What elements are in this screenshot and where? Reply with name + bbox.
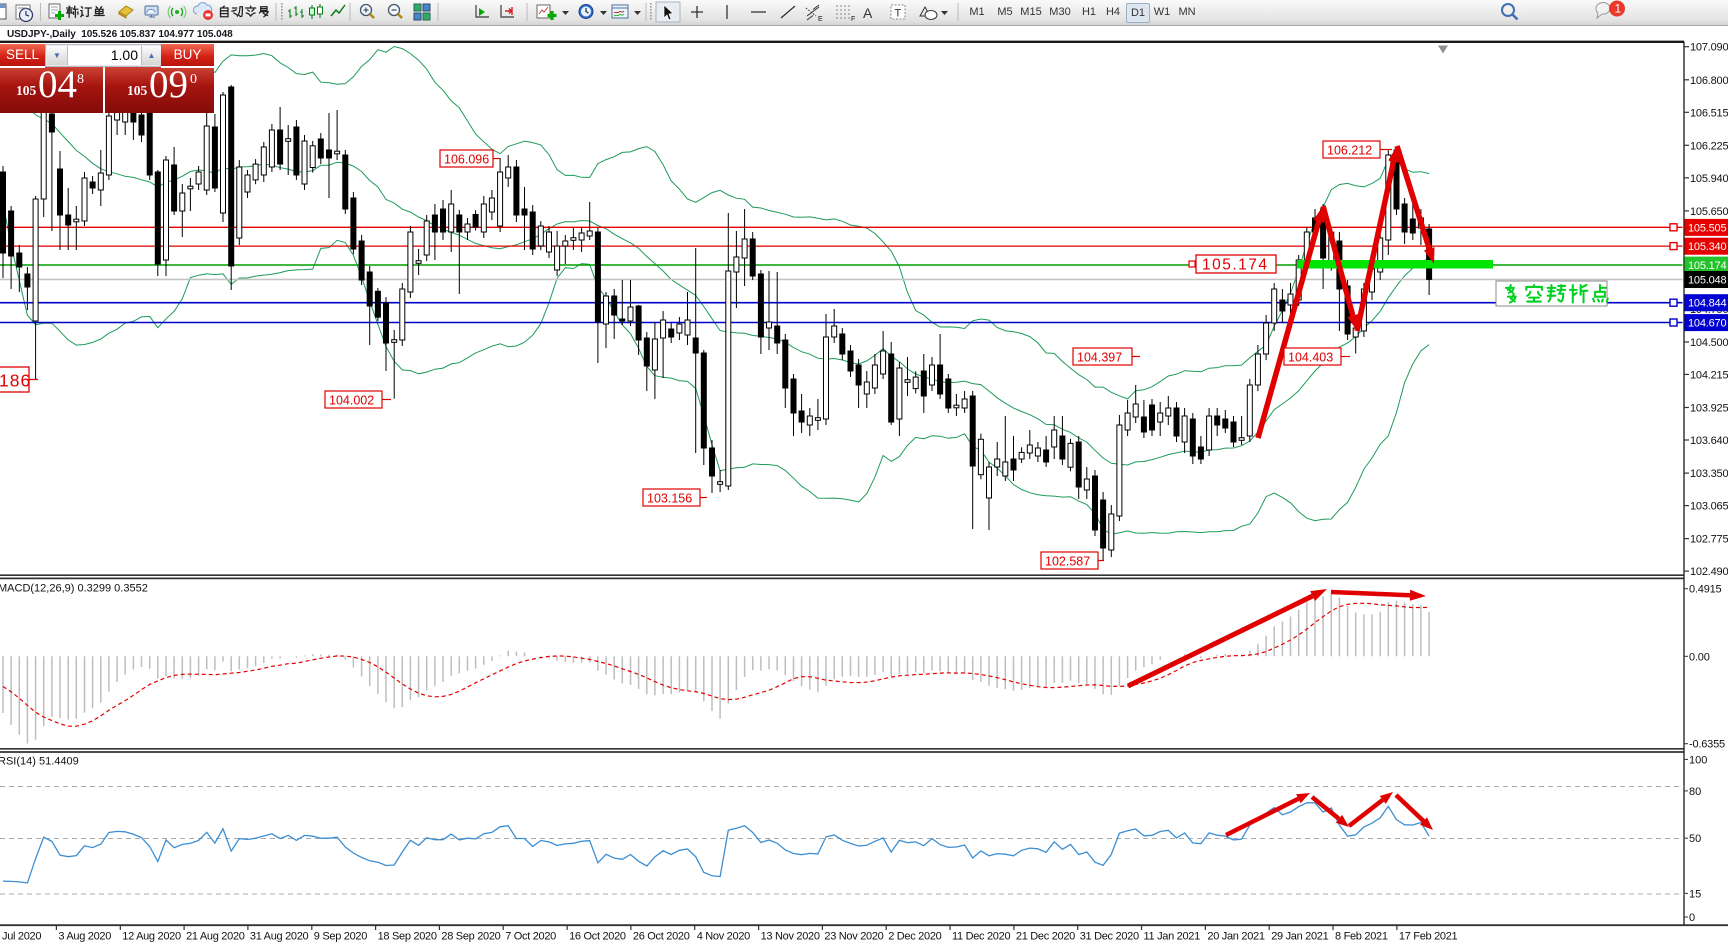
svg-text:18 Sep 2020: 18 Sep 2020 [378, 931, 437, 943]
svg-text:12 Aug 2020: 12 Aug 2020 [122, 931, 181, 943]
svg-text:2 Dec 2020: 2 Dec 2020 [888, 931, 941, 943]
svg-text:29 Jan 2021: 29 Jan 2021 [1271, 931, 1328, 943]
svg-text:105.174: 105.174 [1202, 257, 1269, 274]
svg-text:RSI(14) 51.4409: RSI(14) 51.4409 [0, 756, 79, 768]
svg-text:-0.6355: -0.6355 [1689, 739, 1725, 751]
svg-text:106.225: 106.225 [1690, 140, 1728, 152]
svg-text:106.096: 106.096 [444, 153, 489, 167]
svg-text:103.350: 103.350 [1690, 468, 1728, 480]
svg-text:103.640: 103.640 [1690, 435, 1728, 447]
svg-text:106.212: 106.212 [1327, 144, 1372, 158]
svg-text:105.650: 105.650 [1690, 206, 1728, 218]
svg-text:102.775: 102.775 [1690, 534, 1728, 546]
svg-text:186: 186 [0, 371, 31, 391]
svg-text:4 Nov 2020: 4 Nov 2020 [697, 931, 750, 943]
svg-text:105.940: 105.940 [1690, 173, 1728, 185]
svg-text:8 Feb 2021: 8 Feb 2021 [1335, 931, 1388, 943]
svg-text:104.403: 104.403 [1288, 351, 1333, 365]
svg-text:17 Feb 2021: 17 Feb 2021 [1399, 931, 1458, 943]
svg-text:28 Sep 2020: 28 Sep 2020 [441, 931, 500, 943]
svg-text:15: 15 [1689, 888, 1701, 900]
svg-text:3 Aug 2020: 3 Aug 2020 [58, 931, 111, 943]
svg-text:0.4915: 0.4915 [1689, 584, 1722, 596]
svg-text:104.844: 104.844 [1688, 298, 1726, 310]
svg-text:9 Sep 2020: 9 Sep 2020 [314, 931, 367, 943]
svg-text:31 Dec 2020: 31 Dec 2020 [1080, 931, 1139, 943]
svg-text:105.174: 105.174 [1688, 260, 1726, 272]
svg-text:106.515: 106.515 [1690, 107, 1728, 119]
svg-text:16 Oct 2020: 16 Oct 2020 [569, 931, 626, 943]
svg-text:T: T [895, 8, 902, 20]
svg-text:105.048: 105.048 [1688, 275, 1726, 287]
svg-text:1: 1 [1615, 2, 1622, 16]
svg-text:103.925: 103.925 [1690, 403, 1728, 415]
svg-text:50: 50 [1689, 833, 1701, 845]
svg-text:7 Oct 2020: 7 Oct 2020 [505, 931, 556, 943]
svg-text:102.490: 102.490 [1690, 566, 1728, 578]
svg-text:104.397: 104.397 [1077, 351, 1122, 365]
svg-text:MACD(12,26,9) 0.3299 0.3552: MACD(12,26,9) 0.3299 0.3552 [0, 583, 148, 595]
svg-text:105.340: 105.340 [1688, 241, 1726, 253]
svg-text:11 Jan 2021: 11 Jan 2021 [1144, 931, 1201, 943]
svg-text:31 Aug 2020: 31 Aug 2020 [250, 931, 309, 943]
svg-text:104.002: 104.002 [329, 394, 374, 408]
svg-text:104.215: 104.215 [1690, 369, 1728, 381]
svg-text:104.500: 104.500 [1690, 337, 1728, 349]
svg-text:E: E [818, 16, 823, 23]
svg-text:20 Jan 2021: 20 Jan 2021 [1207, 931, 1264, 943]
svg-text:104.670: 104.670 [1688, 318, 1726, 330]
svg-text:0.00: 0.00 [1689, 651, 1710, 663]
svg-text:13 Nov 2020: 13 Nov 2020 [761, 931, 820, 943]
svg-text:106.800: 106.800 [1690, 75, 1728, 87]
svg-text:11 Dec 2020: 11 Dec 2020 [952, 931, 1010, 943]
svg-text:100: 100 [1689, 754, 1707, 766]
svg-text:F: F [851, 16, 855, 23]
svg-text:105.505: 105.505 [1688, 222, 1726, 234]
svg-text:Jul 2020: Jul 2020 [2, 931, 41, 943]
svg-text:103.065: 103.065 [1690, 501, 1728, 513]
svg-text:A: A [863, 5, 873, 21]
svg-text:103.156: 103.156 [647, 492, 692, 506]
svg-text:21 Aug 2020: 21 Aug 2020 [186, 931, 245, 943]
svg-text:23 Nov 2020: 23 Nov 2020 [824, 931, 883, 943]
svg-text:26 Oct 2020: 26 Oct 2020 [633, 931, 690, 943]
svg-text:80: 80 [1689, 786, 1701, 798]
svg-text:0: 0 [1689, 912, 1695, 924]
svg-text:102.587: 102.587 [1045, 555, 1090, 569]
svg-text:21 Dec 2020: 21 Dec 2020 [1016, 931, 1075, 943]
svg-text:107.090: 107.090 [1690, 42, 1728, 54]
